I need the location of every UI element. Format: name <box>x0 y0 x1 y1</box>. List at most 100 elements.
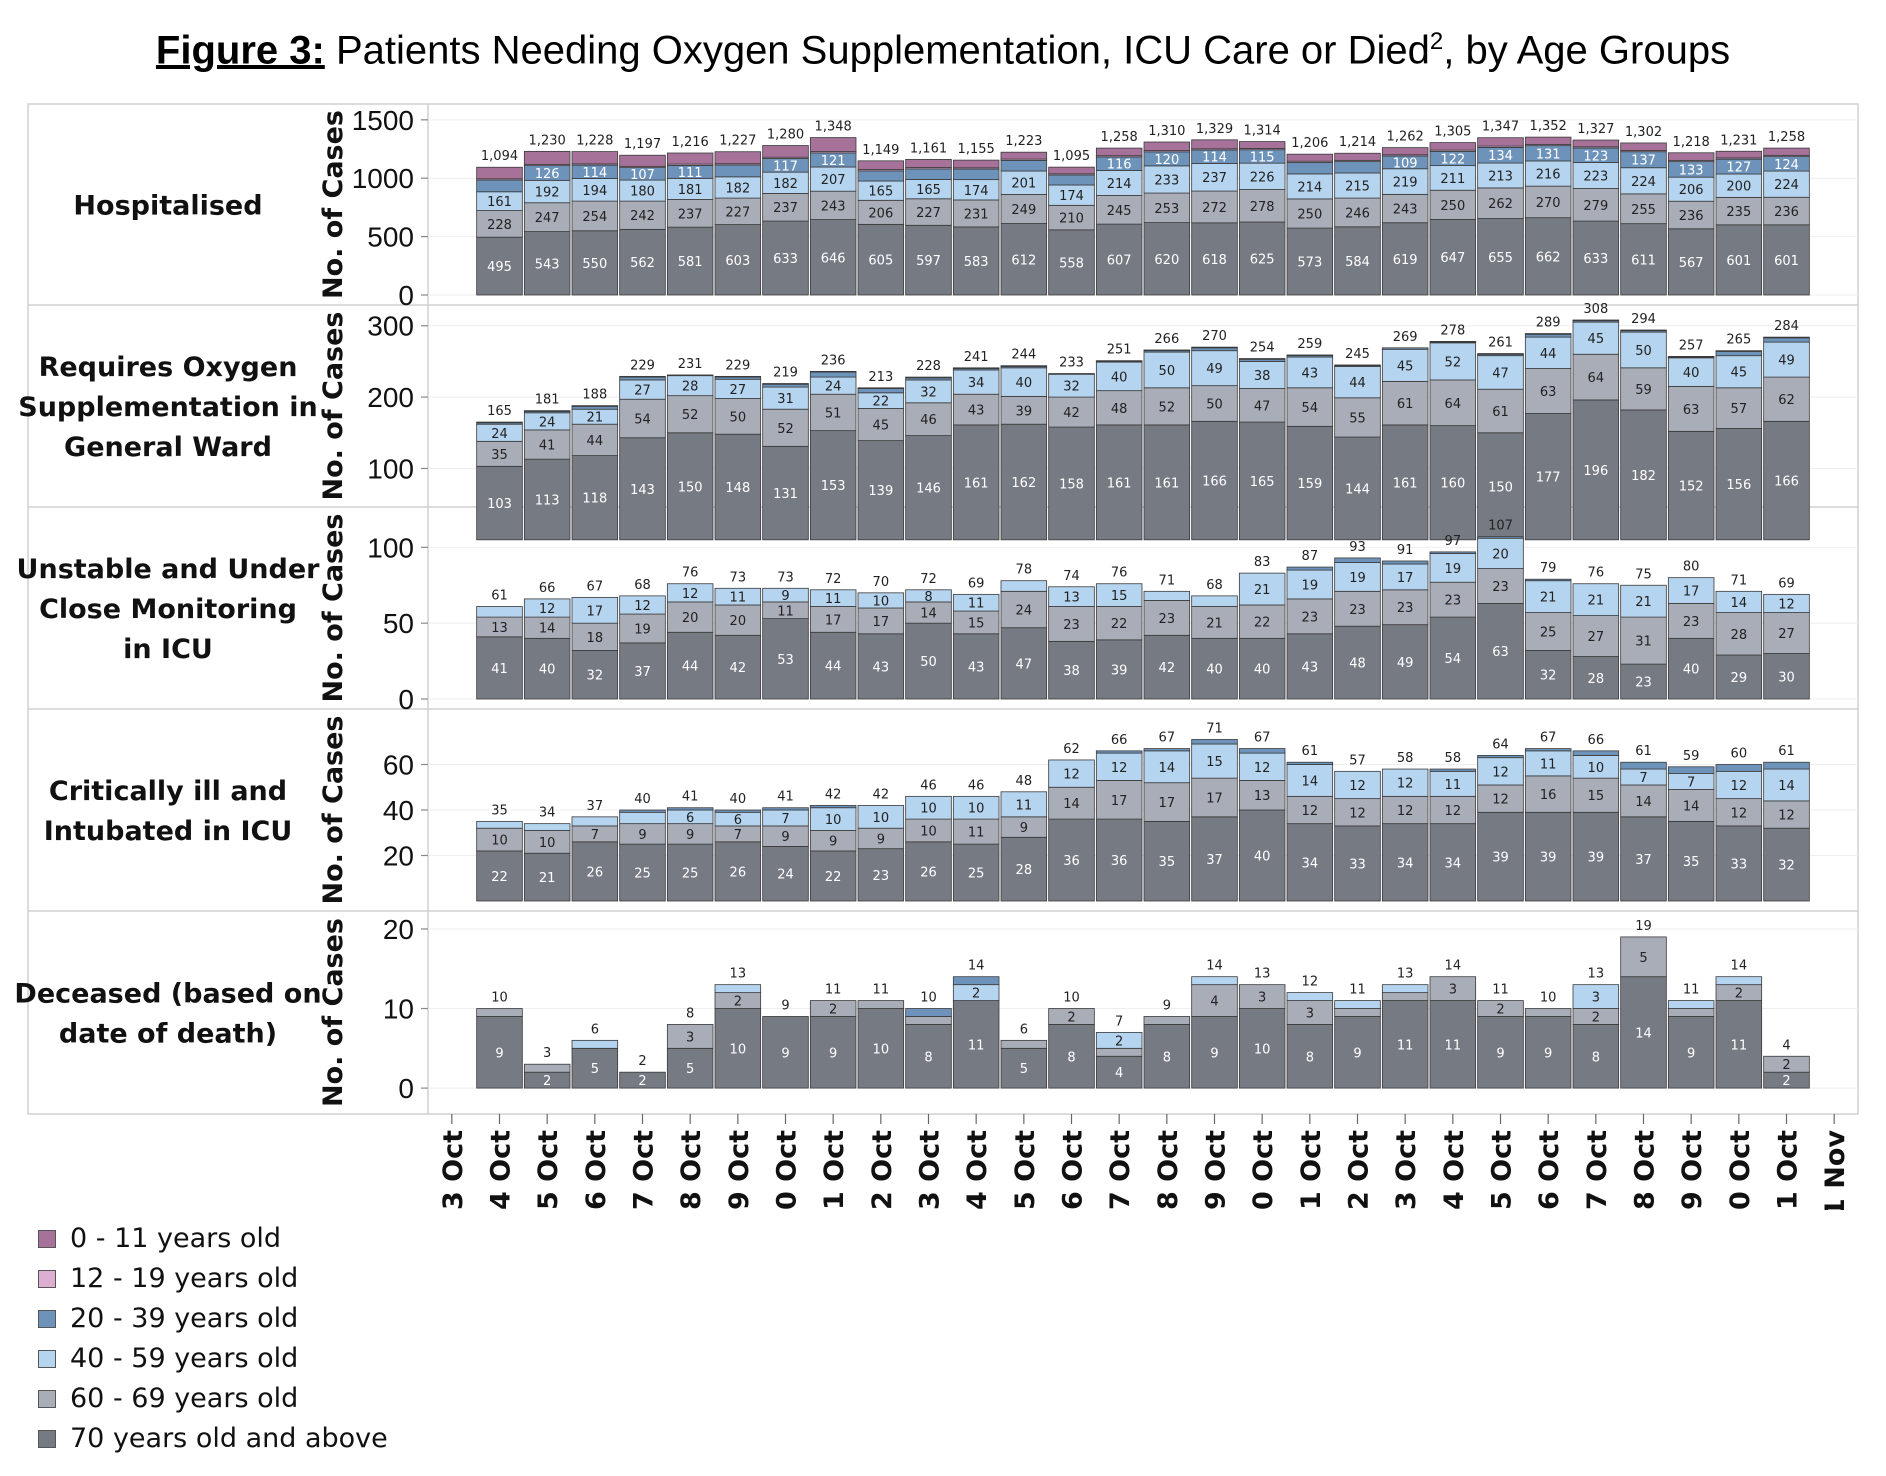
bar-segment <box>1477 388 1524 434</box>
bar-segment <box>1524 136 1572 145</box>
segment-label: 2 <box>829 1003 837 1018</box>
segment-label: 562 <box>630 256 655 271</box>
bar-total-label: 1,258 <box>1768 130 1805 145</box>
segment-label: 7 <box>781 812 789 827</box>
bar-segment <box>952 159 1000 169</box>
bar-segment <box>857 633 905 700</box>
bar-segment <box>1620 584 1667 618</box>
segment-label: 23 <box>1159 612 1176 627</box>
bar-segment <box>1191 139 1238 150</box>
segment-label: 647 <box>1440 251 1465 266</box>
segment-label: 13 <box>1254 789 1271 804</box>
bar-segment <box>1000 836 1048 902</box>
bar-segment <box>1620 936 1667 978</box>
bar-segment <box>1238 421 1286 541</box>
bar-segment <box>1095 223 1143 296</box>
bar-segment <box>1286 598 1334 635</box>
segment-label: 144 <box>1345 482 1370 497</box>
bar-segment <box>1572 583 1620 616</box>
segment-label: 48 <box>1111 402 1128 417</box>
x-tick-label: 18 Oct <box>1153 1130 1184 1210</box>
segment-label: 237 <box>773 201 798 216</box>
x-tick-label: 16 Oct <box>1058 1130 1089 1210</box>
bar-segment <box>762 383 809 385</box>
segment-label: 40 <box>1206 663 1223 678</box>
y-tick-label: 0 <box>398 684 414 715</box>
segment-label: 32 <box>920 385 937 400</box>
segment-label: 40 <box>1111 370 1128 385</box>
segment-label: 33 <box>1731 857 1748 872</box>
bar-segment <box>1000 159 1048 172</box>
bar-segment <box>905 622 952 700</box>
bar-segment <box>1667 200 1715 230</box>
panel-label: Unstable and Under <box>17 554 321 585</box>
segment-label: 42 <box>1159 661 1176 676</box>
segment-label: 8 <box>924 590 932 605</box>
segment-label: 43 <box>1302 366 1319 381</box>
segment-label: 9 <box>1210 1046 1218 1061</box>
bar-segment <box>1667 176 1715 202</box>
segment-label: 3 <box>1258 991 1266 1006</box>
x-tick-label: 31 Oct <box>1773 1130 1804 1210</box>
segment-label: 34 <box>1445 856 1462 871</box>
bar-segment <box>1381 984 1429 994</box>
segment-label: 236 <box>1774 205 1799 220</box>
bar-segment <box>1095 583 1143 607</box>
bar-segment <box>1381 563 1429 591</box>
bar-total-label: 213 <box>868 370 893 385</box>
bar-total-label: 9 <box>781 998 789 1013</box>
bar-segment <box>1429 341 1477 343</box>
bar-segment <box>523 823 571 831</box>
bar-segment <box>476 465 523 541</box>
segment-label: 54 <box>1302 401 1319 416</box>
bar-segment <box>523 410 571 412</box>
segment-label: 54 <box>1445 652 1462 667</box>
bar-segment <box>1572 319 1620 322</box>
segment-label: 50 <box>920 655 937 670</box>
legend-swatch <box>38 1390 56 1408</box>
bar-segment <box>714 151 762 165</box>
y-tick-label: 200 <box>367 382 414 413</box>
segment-label: 9 <box>1544 1046 1552 1061</box>
segment-label: 22 <box>491 870 508 885</box>
segment-label: 26 <box>920 865 937 880</box>
bar-segment <box>1334 161 1381 174</box>
segment-label: 131 <box>773 487 798 502</box>
bar-segment <box>952 424 1000 541</box>
bar-total-label: 259 <box>1297 337 1322 352</box>
bar-segment <box>714 398 762 435</box>
bar-total-label: 10 <box>920 991 937 1006</box>
segment-label: 50 <box>1159 364 1176 379</box>
bar-segment <box>1763 147 1810 156</box>
segment-label: 44 <box>1540 347 1557 362</box>
segment-label: 39 <box>1540 851 1557 866</box>
segment-label: 10 <box>873 1042 890 1057</box>
y-tick-label: 1500 <box>352 105 414 136</box>
bar-segment <box>1763 376 1810 422</box>
bar-segment <box>1095 170 1143 196</box>
segment-label: 133 <box>1679 163 1704 178</box>
segment-label: 45 <box>1588 332 1605 347</box>
segment-label: 12 <box>1063 768 1080 783</box>
bar-segment <box>952 369 1000 395</box>
bar-segment <box>1477 568 1524 604</box>
bar-segment <box>619 375 666 378</box>
segment-label: 12 <box>1445 804 1462 819</box>
segment-label: 24 <box>491 427 508 442</box>
bar-segment <box>1048 1024 1095 1089</box>
segment-label: 39 <box>1588 851 1605 866</box>
bar-total-label: 13 <box>730 967 747 982</box>
bar-segment <box>1429 616 1477 700</box>
bar-segment <box>1381 348 1429 382</box>
bar-segment <box>619 595 666 615</box>
segment-label: 23 <box>1063 618 1080 633</box>
bar-segment <box>571 423 619 457</box>
segment-label: 17 <box>1159 796 1176 811</box>
bar-segment <box>1095 1047 1143 1057</box>
segment-label: 9 <box>829 1046 837 1061</box>
bar-segment <box>1477 353 1524 355</box>
segment-label: 213 <box>1488 169 1513 184</box>
segment-label: 49 <box>1778 354 1795 369</box>
segment-label: 210 <box>1059 212 1084 227</box>
segment-label: 17 <box>1206 791 1223 806</box>
